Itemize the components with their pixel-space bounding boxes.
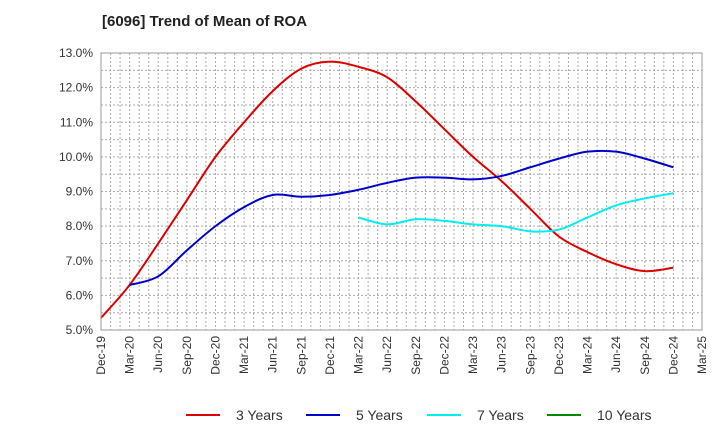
legend-label: 7 Years xyxy=(477,407,524,423)
y-tick-label: 8.0% xyxy=(66,219,94,233)
x-axis-ticks: Dec-19 Mar-20 Jun-20 Sep-20 Dec-20 Mar-21 Jun-… xyxy=(94,336,709,375)
legend: 3 Years 5 Years 7 Years 10 Years xyxy=(0,404,720,426)
x-tick-label: Mar-21 xyxy=(237,336,251,374)
legend-label: 10 Years xyxy=(597,407,652,423)
x-tick-label: Jun-22 xyxy=(380,336,394,373)
y-tick-label: 5.0% xyxy=(66,323,94,337)
x-tick-label: Mar-22 xyxy=(352,336,366,374)
y-tick-label: 13.0% xyxy=(59,46,93,60)
legend-item: 7 Years xyxy=(427,404,524,426)
legend-swatch xyxy=(547,414,581,416)
legend-swatch xyxy=(306,414,340,416)
x-tick-label: Sep-22 xyxy=(409,336,423,375)
x-tick-label: Dec-19 xyxy=(94,336,108,375)
x-tick-label: Mar-20 xyxy=(123,336,137,374)
x-tick-label: Jun-20 xyxy=(151,336,165,373)
x-tick-label: Jun-24 xyxy=(609,336,623,373)
legend-swatch xyxy=(186,414,220,416)
y-tick-label: 9.0% xyxy=(66,185,94,199)
x-tick-label: Mar-23 xyxy=(466,336,480,374)
series-line-3-years xyxy=(100,60,674,319)
x-tick-label: Jun-23 xyxy=(495,336,509,373)
y-axis-ticks: 5.0% 6.0% 7.0% 8.0% 9.0% 10.0% 11.0% 12.0% 13.0% xyxy=(59,46,93,337)
legend-item: 3 Years xyxy=(186,404,283,426)
legend-label: 5 Years xyxy=(356,407,403,423)
plot-frame xyxy=(100,52,703,331)
x-tick-label: Jun-21 xyxy=(266,336,280,373)
series-line-7-years xyxy=(358,192,674,233)
x-tick-label: Sep-21 xyxy=(294,336,308,375)
grid xyxy=(101,53,702,330)
x-tick-label: Dec-20 xyxy=(208,336,222,375)
series-line-5-years xyxy=(129,149,674,286)
legend-swatch xyxy=(427,414,461,416)
y-tick-label: 12.0% xyxy=(59,81,93,95)
x-tick-label: Dec-24 xyxy=(666,336,680,375)
legend-item: 10 Years xyxy=(547,404,652,426)
legend-item: 5 Years xyxy=(306,404,403,426)
y-tick-label: 7.0% xyxy=(66,254,94,268)
x-tick-label: Dec-23 xyxy=(552,336,566,375)
x-tick-label: Mar-24 xyxy=(581,336,595,374)
x-tick-label: Sep-20 xyxy=(180,336,194,375)
x-tick-label: Dec-21 xyxy=(323,336,337,375)
y-tick-label: 10.0% xyxy=(59,150,93,164)
x-tick-label: Mar-25 xyxy=(695,336,709,374)
y-tick-label: 11.0% xyxy=(60,115,93,129)
y-tick-label: 6.0% xyxy=(66,288,94,302)
x-tick-label: Sep-23 xyxy=(523,336,537,375)
x-tick-label: Sep-24 xyxy=(638,336,652,375)
series-lines xyxy=(100,60,674,319)
x-tick-label: Dec-22 xyxy=(437,336,451,375)
legend-label: 3 Years xyxy=(236,407,283,423)
chart-title: [6096] Trend of Mean of ROA xyxy=(102,13,308,30)
